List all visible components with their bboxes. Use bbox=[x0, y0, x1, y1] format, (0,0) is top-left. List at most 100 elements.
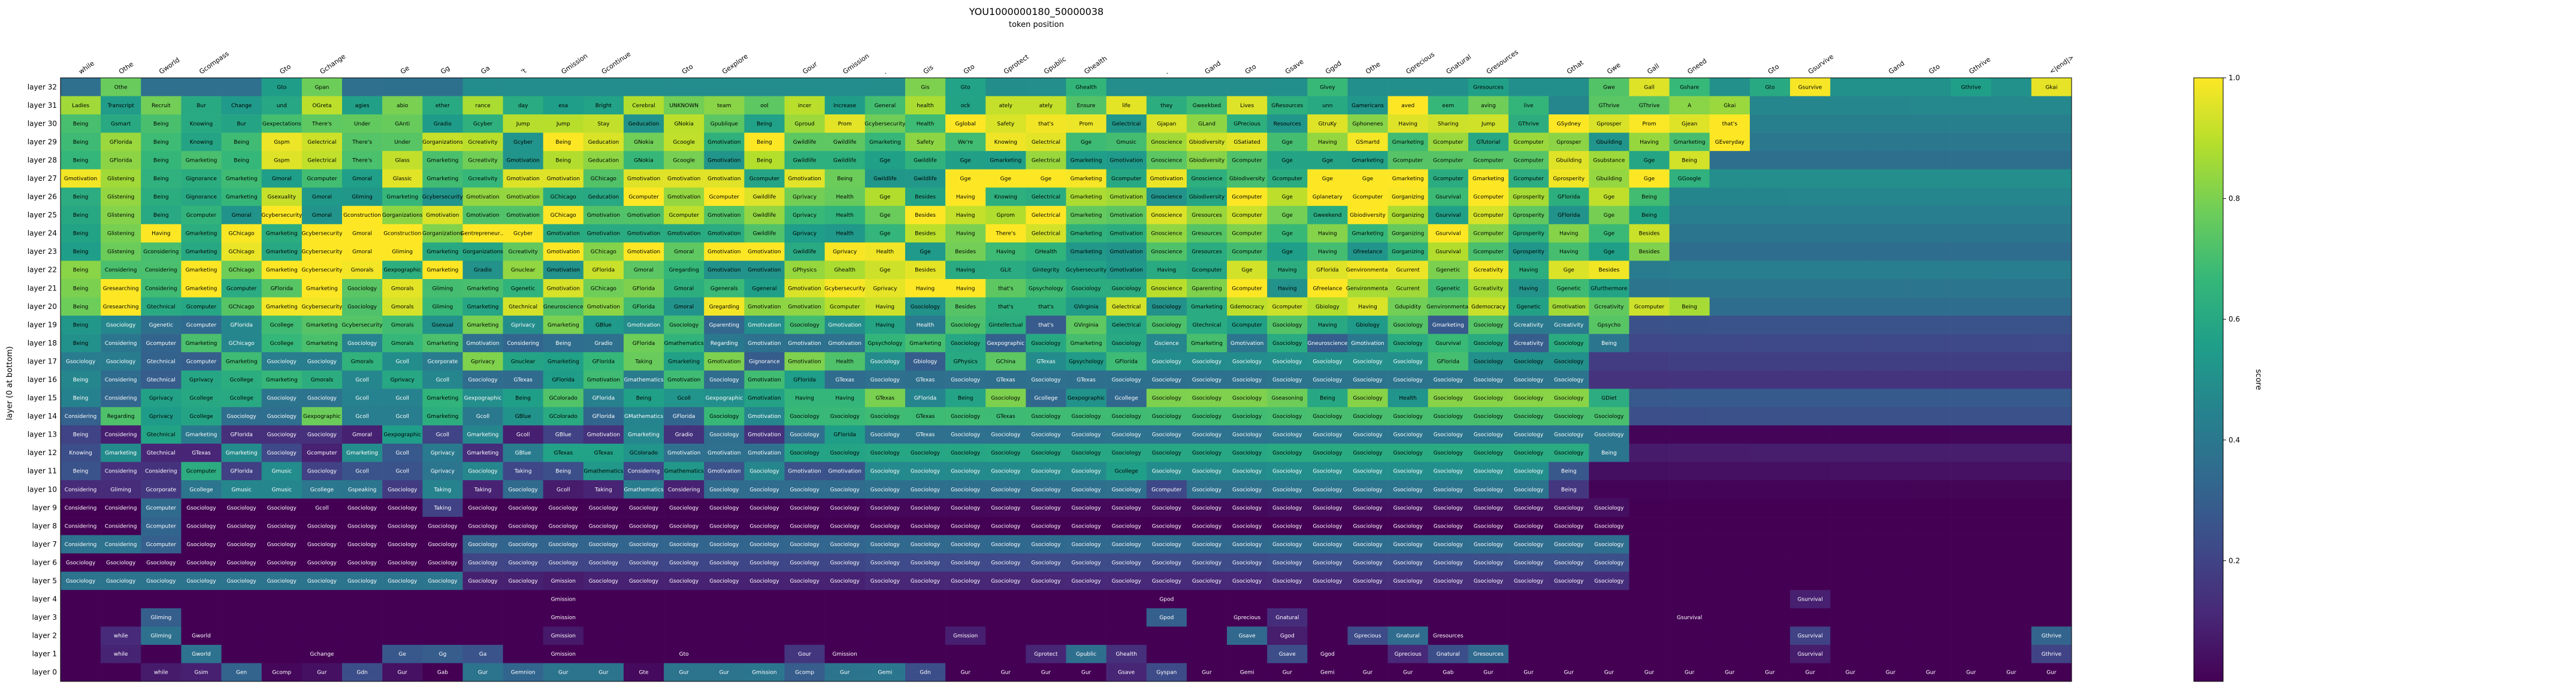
heatmap-cell bbox=[945, 608, 986, 627]
heatmap-cell bbox=[704, 187, 745, 207]
heatmap-cell bbox=[1589, 78, 1629, 96]
heatmap-cell bbox=[1749, 462, 1791, 481]
heatmap-cell bbox=[1387, 407, 1429, 426]
colorbar-tick-label: 1.0 bbox=[2229, 74, 2240, 82]
heatmap-cell bbox=[1749, 480, 1791, 499]
cell-label: Gsociology bbox=[1474, 377, 1504, 383]
cell-label: Gsurvival bbox=[1435, 249, 1461, 255]
cell-label: Gmotivation bbox=[667, 231, 700, 237]
cell-label: Gcomputer bbox=[1433, 176, 1464, 182]
heatmap-cell bbox=[1227, 590, 1268, 609]
cell-label: Geducation bbox=[588, 140, 619, 146]
heatmap-cell bbox=[1709, 224, 1750, 243]
heatmap-cell bbox=[1026, 242, 1066, 261]
cell-label: Gur bbox=[1604, 670, 1614, 676]
heatmap-cell bbox=[1026, 553, 1066, 572]
heatmap-cell bbox=[1307, 151, 1348, 170]
heatmap-cell bbox=[1066, 114, 1106, 133]
heatmap-cell bbox=[1991, 480, 2032, 499]
cell-label: Gsociology bbox=[1313, 414, 1343, 420]
cell-label: Gcoll bbox=[395, 450, 409, 456]
cell-label: Gprosper bbox=[1597, 121, 1622, 127]
heatmap-cell bbox=[664, 78, 705, 96]
cell-label: that's bbox=[1722, 121, 1738, 127]
cell-label: Gsociology bbox=[951, 523, 981, 529]
heatmap-cell bbox=[1468, 224, 1509, 243]
heatmap-cell bbox=[1468, 443, 1509, 462]
heatmap-cell bbox=[2031, 78, 2072, 96]
cell-label: Gmotivation bbox=[506, 176, 539, 182]
heatmap-cell bbox=[1146, 370, 1187, 389]
cell-label: Being bbox=[1641, 195, 1657, 201]
cell-label: Gur bbox=[1483, 670, 1493, 676]
cell-label: Gsociology bbox=[227, 542, 257, 548]
heatmap-cell bbox=[1830, 279, 1871, 298]
heatmap-cell bbox=[2031, 425, 2072, 444]
cell-label: Being bbox=[73, 231, 89, 237]
heatmap-cell bbox=[583, 626, 624, 645]
heatmap-cell bbox=[462, 535, 503, 554]
heatmap-cell bbox=[1387, 187, 1429, 207]
cell-label: Gsociology bbox=[1353, 377, 1383, 383]
heatmap-cell bbox=[1066, 407, 1106, 426]
cell-label: Gsociology bbox=[1031, 578, 1061, 584]
cell-label: Gwildlife bbox=[793, 249, 817, 255]
cell-label: Gcybersecurity bbox=[341, 322, 383, 328]
heatmap-cell bbox=[1669, 425, 1710, 444]
heatmap-cell bbox=[1227, 571, 1268, 590]
cell-label: Gsociology bbox=[790, 322, 820, 328]
cell-label: Genvironmental bbox=[1346, 286, 1389, 292]
heatmap-cell bbox=[985, 316, 1026, 334]
cell-label: Gsociology bbox=[870, 487, 900, 493]
heatmap-cell bbox=[1790, 242, 1831, 261]
heatmap-cell bbox=[1267, 425, 1308, 444]
cell-label: GFlorida bbox=[633, 304, 655, 310]
cell-label: Having bbox=[956, 286, 975, 292]
heatmap-cell bbox=[664, 297, 705, 316]
heatmap-cell bbox=[1347, 334, 1388, 353]
x-tick-label: Ge bbox=[399, 64, 411, 76]
cell-label: Gmorals bbox=[391, 304, 414, 310]
heatmap-cell bbox=[1589, 316, 1629, 334]
heatmap-cell bbox=[1669, 169, 1710, 188]
cell-label: Sharing bbox=[1438, 121, 1459, 127]
heatmap-cell bbox=[341, 644, 383, 663]
heatmap-cell bbox=[945, 407, 986, 426]
heatmap-cell bbox=[221, 334, 262, 353]
heatmap-cell bbox=[583, 608, 624, 627]
heatmap-cell bbox=[784, 644, 825, 663]
cell-label: Gpsycho bbox=[1597, 322, 1620, 328]
heatmap-cell bbox=[1991, 517, 2032, 535]
cell-label: Gsmart bbox=[111, 121, 131, 127]
heatmap-cell bbox=[1267, 316, 1308, 334]
cell-label: Gsociology bbox=[870, 359, 900, 365]
cell-label: Gsociology bbox=[830, 542, 860, 548]
heatmap-cell bbox=[503, 187, 543, 207]
cell-label: Being bbox=[73, 469, 89, 475]
cell-label: Gsociology bbox=[347, 560, 377, 566]
heatmap-cell bbox=[905, 114, 946, 133]
heatmap-cell bbox=[583, 169, 624, 188]
cell-label: Gcreativity bbox=[1514, 322, 1544, 328]
cell-label: Gsociology bbox=[1594, 542, 1624, 548]
heatmap-cell bbox=[1387, 169, 1429, 188]
cell-label: Being bbox=[73, 140, 89, 146]
heatmap-cell bbox=[1227, 644, 1268, 663]
heatmap-cell bbox=[1508, 626, 1549, 645]
cell-label: GFlorida bbox=[793, 377, 816, 383]
cell-label: Gsociology bbox=[1353, 560, 1383, 566]
heatmap-cell bbox=[1991, 151, 2032, 170]
heatmap-cell bbox=[1066, 260, 1106, 280]
cell-label: Gge bbox=[960, 157, 972, 163]
heatmap-cell bbox=[1428, 78, 1469, 96]
cell-label: Health bbox=[917, 322, 935, 328]
cell-label: Gsociology bbox=[1152, 560, 1182, 566]
cell-label: Gorganizations bbox=[422, 231, 463, 237]
cell-label: Gsociology bbox=[1232, 523, 1262, 529]
heatmap-cell bbox=[1428, 169, 1469, 188]
cell-label: Gsociology bbox=[1232, 505, 1262, 511]
cell-label: Gsociology bbox=[1514, 505, 1544, 511]
heatmap-cell bbox=[1267, 480, 1308, 499]
heatmap-cell bbox=[1951, 425, 1992, 444]
heatmap-cell bbox=[784, 590, 825, 609]
